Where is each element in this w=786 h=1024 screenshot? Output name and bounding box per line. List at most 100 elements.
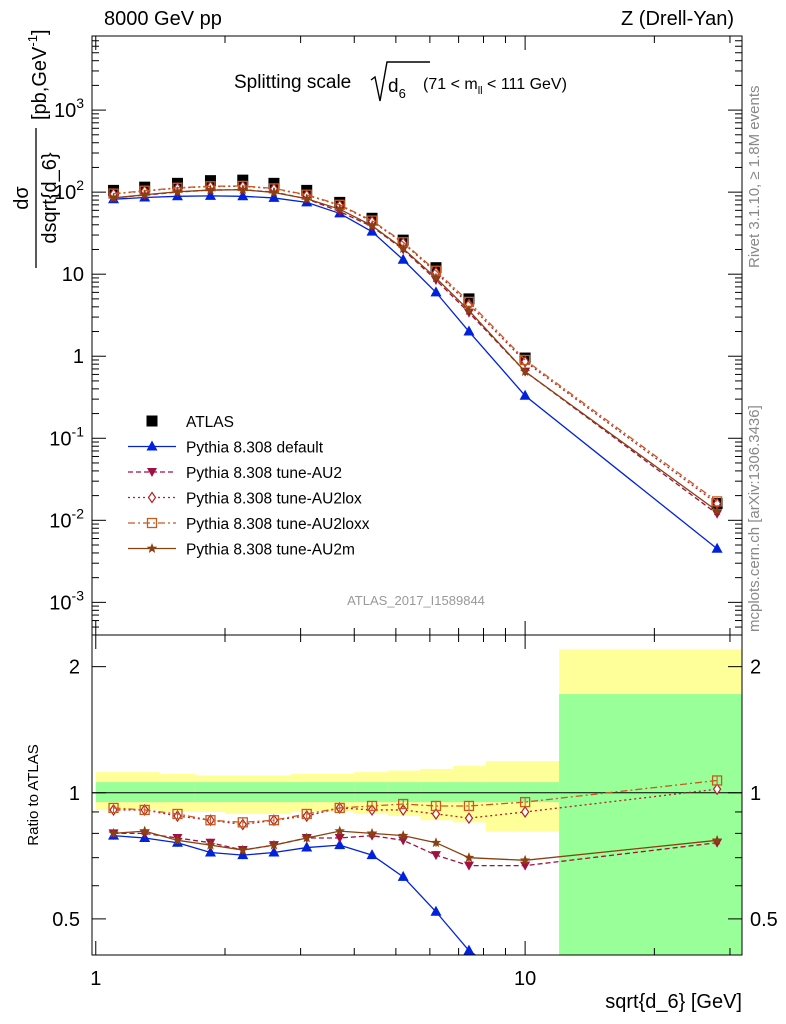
data-point [237,174,249,186]
ratio-line [113,832,718,867]
ratio-point [366,800,378,812]
ratio-point [237,844,249,855]
x-tick-label: 1 [90,968,101,990]
data-point [711,542,723,553]
y-tick-label: 10-2 [49,505,84,532]
header-left: 8000 GeV pp [104,8,222,30]
ratio-point [268,846,280,857]
ratio-band-stat [485,782,560,803]
legend: ATLAS Pythia 8.308 default Pythia 8.308 tu… [128,414,370,559]
ratio-band-stat [354,782,389,803]
data-point [205,184,216,195]
ratio-point [463,861,474,871]
chart-title-text: Splitting scale [234,72,351,93]
legend-label: Pythia 8.308 tune-AU2loxx [186,516,370,533]
ratio-point [711,834,723,845]
ratio-point [334,839,346,850]
series-line [113,185,718,502]
ratio-point [139,804,150,816]
main-y-axis-title: dσ dsqrt{d_6} [pb,GeV-1] [11,29,61,268]
ratio-frame [91,634,743,956]
ratio-point [334,833,345,843]
legend-marker [146,415,158,427]
data-point [711,505,723,516]
ratio-band-stat [158,782,196,803]
ratio-point [519,854,531,865]
ratio-point [463,800,475,812]
ratio-point [430,905,442,916]
ratio-point [204,846,216,857]
ratio-band-stat [259,782,292,803]
legend-marker [146,517,158,529]
data-point [139,189,150,200]
data-point [712,509,723,519]
y-title-units: [pb,GeV-1] [25,29,51,120]
ratio-band-stat [291,782,325,803]
ratio-band-stat [225,782,260,803]
ratio-point [172,834,183,845]
ratio-point [520,805,530,818]
analysis-watermark: ATLAS_2017_I1589844 [347,593,485,608]
main-series [108,174,723,553]
series-line [113,195,718,550]
data-point [519,354,531,366]
ratio-point [334,802,345,814]
legend-label: Pythia 8.308 tune-AU2 [186,465,342,482]
mcplots-label: mcplots.cern.ch [arXiv:1306.3436] [746,405,763,632]
ratio-line [113,788,718,826]
ratio-band-stat [323,782,355,803]
x-tick-label: 10 [514,968,536,990]
ratio-point [430,851,441,861]
ratio-point [398,798,409,810]
legend-marker [146,543,158,553]
x-ticks [95,36,731,635]
ratio-band-stat [559,694,742,955]
ratio-line [113,830,718,861]
ratio-point [366,849,378,860]
ratio-point [397,870,409,881]
ratio-y-tick-label: 0.5 [52,909,80,931]
y-tick-label: 1 [73,346,84,368]
ratio-band-stat [388,782,421,803]
ratio-band-stat [194,782,226,803]
sqrt-sign [370,61,430,102]
y-title-denominator: dsqrt{d_6} [39,152,61,244]
ratio-point [108,827,119,838]
y-tick-label: 10 [62,264,84,286]
ratio-line [113,835,477,955]
data-point [397,243,409,254]
legend-marker [147,468,157,477]
data-point [463,305,475,316]
ratio-y-tick-label-right: 1 [750,783,761,805]
chart-title-range: (71 < mll < 111 GeV) [423,76,567,97]
data-point [430,272,442,283]
data-point [463,325,475,336]
ratio-line [113,779,718,823]
data-point [519,389,531,400]
data-point [366,220,378,231]
main-y-ticks [92,35,742,636]
ratio-point [431,807,441,821]
chart-title: Splitting scale d6 (71 < mll < 111 GeV) [234,61,567,102]
ratio-point [108,802,119,814]
series-line [113,189,718,515]
data-point [237,190,249,201]
ratio-point [301,841,313,852]
data-point [108,192,119,203]
ratio-point [205,839,216,850]
ratio-point [430,837,442,848]
legend-label: Pythia 8.308 tune-AU2lox [186,491,362,508]
ratio-band-stat [129,782,160,803]
y-tick-label: 102 [54,177,84,204]
ratio-y-tick-label-right: 0.5 [750,909,778,931]
ratio-point [397,830,409,841]
ratio-point [334,825,345,836]
ratio-point [519,796,531,808]
x-axis-title: sqrt{d_6} [GeV] [605,991,742,1013]
ratio-point [139,825,150,836]
ratio-band-stat [453,782,487,803]
ratio-bands [95,649,742,955]
ratio-band-stat [95,782,131,803]
ratio-point [172,808,183,820]
